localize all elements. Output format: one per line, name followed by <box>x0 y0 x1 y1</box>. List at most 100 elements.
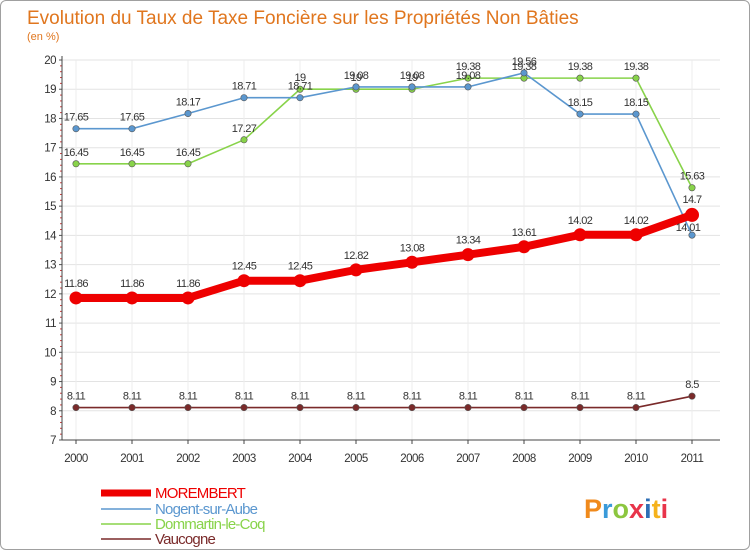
legend-label-vaucogne: Vaucogne <box>155 531 216 548</box>
point-vaucogne-2011 <box>688 392 696 400</box>
x-tick-label-2004: 2004 <box>288 453 313 465</box>
y-tick-label-9: 9 <box>50 377 56 389</box>
data-label-vaucogne-2010: 8.11 <box>627 391 646 403</box>
data-label-dommartin-le-coq-2008: 19.38 <box>512 61 537 73</box>
point-nogent-sur-aube-2003 <box>240 94 248 102</box>
data-label-morembert-2003: 12.45 <box>232 261 257 273</box>
data-label-morembert-2002: 11.86 <box>176 278 200 290</box>
data-labels-layer: 11.86 11.86 11.86 12.45 12.45 12.82 13.08 13.34… <box>64 56 706 403</box>
point-nogent-sur-aube-2008 <box>520 69 528 77</box>
data-label-vaucogne-2009: 8.11 <box>571 391 590 403</box>
data-label-morembert-2001: 11.86 <box>120 278 144 290</box>
x-tick-label-2006: 2006 <box>400 453 424 465</box>
point-vaucogne-2001 <box>128 404 136 412</box>
y-tick-label-7: 7 <box>50 435 56 447</box>
logo-letter: t <box>652 494 661 524</box>
data-label-morembert-2000: 11.86 <box>64 278 88 290</box>
data-label-vaucogne-2007: 8.11 <box>459 391 478 403</box>
point-dommartin-le-coq-2004 <box>296 85 304 93</box>
data-label-morembert-2005: 12.82 <box>344 250 369 262</box>
point-dommartin-le-coq-2011 <box>688 184 696 192</box>
point-vaucogne-2004 <box>296 404 304 412</box>
data-label-nogent-sur-aube-2004: 18.71 <box>288 81 313 93</box>
point-morembert-2004 <box>293 274 307 288</box>
point-vaucogne-2005 <box>352 404 360 412</box>
proxiti-logo: Proxiti <box>584 494 668 524</box>
data-label-nogent-sur-aube-2009: 18.15 <box>568 97 593 109</box>
data-label-morembert-2008: 13.61 <box>512 227 537 239</box>
point-vaucogne-2010 <box>632 404 640 412</box>
data-label-nogent-sur-aube-2001: 17.65 <box>120 112 145 124</box>
point-nogent-sur-aube-2001 <box>128 125 136 133</box>
logo-letter: x <box>629 494 644 524</box>
chart-title: Evolution du Taux de Taxe Foncière sur l… <box>27 8 579 29</box>
data-label-nogent-sur-aube-2006: 19.08 <box>400 70 425 82</box>
y-tick-label-11: 11 <box>45 318 56 330</box>
series-line-nogent-sur-aube <box>76 72 693 236</box>
data-label-morembert-2011: 14.7 <box>682 194 701 206</box>
data-label-nogent-sur-aube-2000: 17.65 <box>64 112 89 124</box>
data-label-dommartin-le-coq-2004: 19 <box>294 72 306 84</box>
x-tick-label-2001: 2001 <box>120 453 144 465</box>
axes: 7 8 9 10 11 12 13 14 15 16 17 18 19 20 2000 2001 2002 200… <box>44 55 720 465</box>
data-label-morembert-2009: 14.02 <box>568 215 593 227</box>
series-layer <box>69 69 699 412</box>
data-label-nogent-sur-aube-2010: 18.15 <box>624 97 649 109</box>
data-label-vaucogne-2004: 8.11 <box>291 391 310 403</box>
series-line-vaucogne <box>76 395 693 409</box>
data-label-morembert-2004: 12.45 <box>288 261 313 273</box>
data-label-dommartin-le-coq-2002: 16.45 <box>176 147 201 159</box>
series-nogent-sur-aube <box>72 69 696 239</box>
point-dommartin-le-coq-2000 <box>72 160 80 168</box>
y-tick-label-8: 8 <box>50 406 56 418</box>
point-morembert-2003 <box>237 274 251 288</box>
data-label-nogent-sur-aube-2002: 18.17 <box>176 96 201 108</box>
data-label-dommartin-le-coq-2007: 19.38 <box>456 61 481 73</box>
data-label-vaucogne-2008: 8.11 <box>515 391 534 403</box>
point-morembert-2008 <box>517 240 531 254</box>
data-label-dommartin-le-coq-2011: 15.63 <box>680 171 705 183</box>
data-label-nogent-sur-aube-2011: 14.01 <box>676 222 701 234</box>
point-vaucogne-2007 <box>464 404 472 412</box>
series-vaucogne <box>72 392 696 412</box>
data-label-vaucogne-2000: 8.11 <box>67 391 86 403</box>
data-label-vaucogne-2006: 8.11 <box>403 391 422 403</box>
point-vaucogne-2002 <box>184 404 192 412</box>
y-tick-label-14: 14 <box>44 230 57 242</box>
x-tick-label-2011: 2011 <box>681 453 704 465</box>
y-tick-label-10: 10 <box>44 347 56 359</box>
point-vaucogne-2003 <box>240 404 248 412</box>
series-line-dommartin-le-coq <box>76 77 693 189</box>
point-vaucogne-2009 <box>576 404 584 412</box>
point-dommartin-le-coq-2001 <box>128 160 136 168</box>
x-tick-label-2000: 2000 <box>64 453 88 465</box>
point-dommartin-le-coq-2007 <box>464 74 472 82</box>
data-label-morembert-2010: 14.02 <box>624 215 649 227</box>
data-label-vaucogne-2011: 8.5 <box>685 379 699 391</box>
data-label-morembert-2006: 13.08 <box>400 242 425 254</box>
point-morembert-2002 <box>181 291 195 305</box>
data-label-nogent-sur-aube-2003: 18.71 <box>232 81 257 93</box>
y-tick-label-16: 16 <box>44 172 56 184</box>
point-morembert-2011 <box>685 207 699 222</box>
point-morembert-2007 <box>461 248 475 262</box>
y-tick-label-18: 18 <box>44 113 56 125</box>
legend-label-morembert: MOREMBERT <box>155 485 246 502</box>
point-nogent-sur-aube-2011 <box>688 231 696 239</box>
point-nogent-sur-aube-2004 <box>296 94 304 102</box>
point-vaucogne-2000 <box>72 404 80 412</box>
point-morembert-2010 <box>629 228 643 242</box>
logo-letter: i <box>661 494 669 524</box>
logo-letter: P <box>584 494 602 524</box>
point-dommartin-le-coq-2009 <box>576 74 584 82</box>
series-morembert <box>69 207 699 305</box>
point-vaucogne-2006 <box>408 404 416 412</box>
legend-label-nogent-sur-aube: Nogent-sur-Aube <box>155 501 258 518</box>
x-tick-label-2010: 2010 <box>624 453 648 465</box>
point-dommartin-le-coq-2002 <box>184 160 192 168</box>
point-vaucogne-2008 <box>520 404 528 412</box>
x-tick-label-2009: 2009 <box>568 453 592 465</box>
legend-label-dommartin-le-coq: Dommartin-le-Coq <box>155 516 265 533</box>
y-tick-label-20: 20 <box>44 55 56 67</box>
